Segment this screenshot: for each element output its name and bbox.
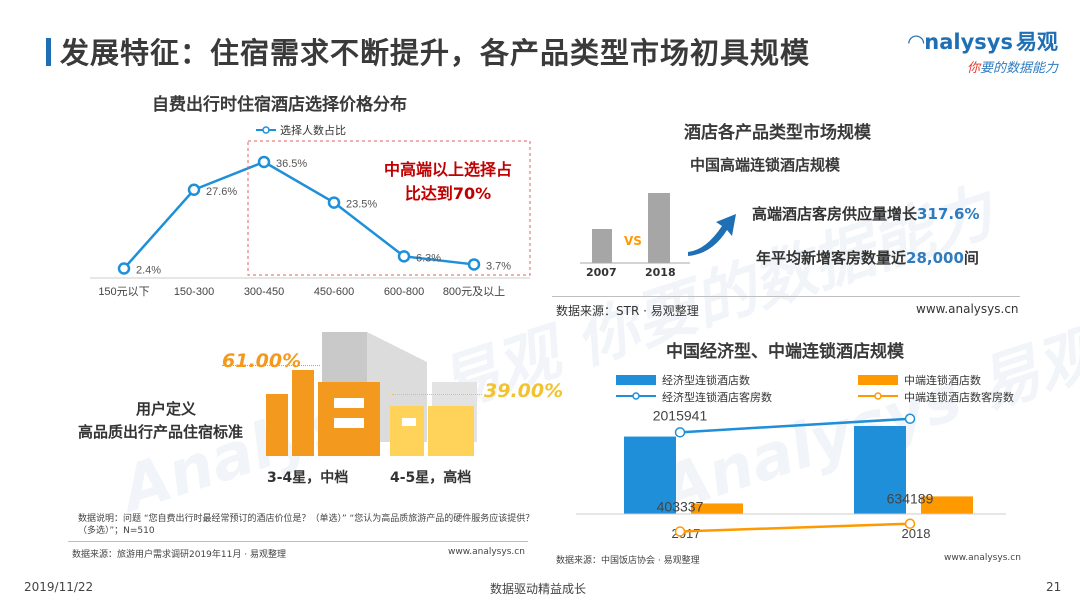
callout-text: 中高端以上选择占比达到70%: [383, 160, 512, 203]
data-label: 6.3%: [416, 252, 441, 264]
stat-new-rooms: 年平均新增客房数量近28,000间: [756, 249, 979, 267]
midscale-rooms-label: 403337: [657, 498, 704, 514]
stat-growth: 高端酒店客房供应量增长317.6%: [752, 205, 980, 223]
logo-slogan: 你要的数据能力: [966, 61, 1058, 76]
legend-label: 中端连锁酒店数客房数: [904, 391, 1014, 404]
x-tick-label: 450-600: [314, 286, 354, 298]
legend-label: 经济型连锁酒店数: [662, 374, 750, 387]
data-point: [187, 183, 201, 196]
highlight-dashed-box: [247, 140, 531, 276]
combo-legend: 经济型连锁酒店数 中端连锁酒店数 经济型连锁酒店客房数 中端连锁酒店数客房数: [556, 370, 1026, 410]
midscale-rooms-label: 634189: [887, 491, 934, 507]
bar-economy: [624, 436, 676, 514]
year-label: 2007: [586, 266, 617, 279]
economy-rooms-line: [679, 417, 911, 434]
source-url: www.analysys.cn: [448, 547, 525, 557]
series-line: [123, 160, 475, 270]
data-point: [327, 196, 341, 209]
midscale-rooms-point: [674, 526, 686, 537]
legend-swatch: [616, 375, 656, 385]
bar-midscale: [921, 496, 973, 514]
compare-bars: [580, 193, 690, 264]
price-line-chart: 选择人数占比 2.4% 27.6% 36.5% 23.5% 6.3% 3.7% 150元以下 1…: [90, 123, 531, 298]
bar-2007: [592, 229, 612, 263]
midscale-rooms-point: [904, 518, 916, 529]
pct-leader-line: [222, 365, 320, 366]
legend-label: 选择人数占比: [280, 123, 346, 137]
footer-slogan: 数据驱动精益成长: [490, 582, 587, 596]
logo: ◠nalysys 易观 你要的数据能力: [908, 26, 1058, 76]
midscale-rooms-line: [679, 522, 911, 533]
year-label: 2018: [645, 266, 676, 279]
data-label: 3.7%: [486, 260, 511, 272]
data-point: [397, 250, 411, 263]
title-accent-bar: [46, 38, 51, 66]
logo-wordmark: ◠nalysys 易观: [908, 30, 1058, 54]
x-tick-label: 600-800: [384, 286, 424, 298]
combo-chart-title: 中国经济型、中端连锁酒店规模: [666, 342, 904, 362]
page-number: 21: [1046, 580, 1062, 594]
building-window: [402, 418, 416, 426]
x-tick-label: 150-300: [174, 286, 214, 298]
economy-rooms-point: [674, 427, 686, 438]
data-point: [467, 258, 481, 271]
legend-label: 经济型连锁酒店客房数: [662, 391, 772, 404]
data-label: 27.6%: [206, 186, 237, 198]
building-illustration: [266, 332, 477, 456]
orange-building: [292, 370, 314, 456]
building-window: [334, 398, 364, 408]
legend-line-swatch: [858, 392, 898, 400]
price-chart-title: 自费出行时住宿酒店选择价格分布: [152, 95, 407, 115]
data-point: [257, 155, 271, 169]
data-label: 23.5%: [346, 199, 377, 211]
economy-rooms-label: 2015941: [653, 410, 708, 423]
source-text: 数据来源：中国饭店协会 · 易观整理: [556, 556, 700, 566]
page-title: 发展特征：住宿需求不断提升，各产品类型市场初具规模: [60, 36, 811, 70]
building-label-left: 3-4星，中档: [267, 470, 349, 486]
divider: [68, 541, 528, 542]
vs-label: VS: [624, 234, 642, 248]
source-url: www.analysys.cn: [944, 553, 1021, 563]
user-definition-label: 用户定义: [136, 400, 197, 418]
building-pct-left: 61.00%: [222, 350, 302, 372]
legend-line-swatch: [616, 392, 656, 400]
survey-note: 数据说明：问题 “您自费出行时最经常预订的酒店价位是？（单选）” “您认为高品质…: [78, 514, 535, 536]
high-end-subtitle: 中国高端连锁酒店规模: [690, 156, 841, 174]
divider: [552, 296, 1020, 297]
footer-date: 2019/11/22: [24, 580, 94, 594]
orange-building: [266, 394, 288, 456]
x-tick-label: 300-450: [244, 286, 284, 298]
economy-rooms-point: [904, 413, 916, 425]
legend-label: 中端连锁酒店数: [904, 374, 981, 387]
bar-economy: [854, 426, 906, 514]
data-label: 36.5%: [276, 158, 307, 170]
yellow-building: [428, 406, 474, 456]
x-tick-label: 150元以下: [98, 286, 149, 298]
source-text: 数据来源：旅游用户需求调研2019年11月 · 易观整理: [72, 550, 286, 560]
bar-midscale: [691, 503, 743, 514]
yellow-building: [390, 406, 424, 456]
building-pct-right: 39.00%: [484, 380, 564, 402]
x-tick-label: 800元及以上: [443, 285, 505, 298]
source-text: 数据来源：STR · 易观整理: [556, 304, 699, 318]
user-definition-label: 高品质出行产品住宿标准: [78, 423, 244, 441]
source-url: www.analysys.cn: [916, 302, 1019, 316]
combo-bar-chart: 2017201820159412419997403337634189: [576, 410, 1006, 541]
growth-arrow-icon: [688, 214, 736, 256]
building-label-right: 4-5星，高档: [390, 470, 472, 486]
legend-marker: [262, 126, 270, 134]
data-point: [117, 262, 131, 275]
legend-swatch: [858, 375, 898, 385]
data-label: 2.4%: [136, 265, 161, 277]
pct-leader-line: [392, 394, 482, 395]
logo-swirl-icon: ◠: [908, 30, 925, 54]
market-size-title: 酒店各产品类型市场规模: [684, 123, 871, 143]
building-window: [334, 418, 364, 428]
bar-2018: [648, 193, 670, 263]
x-tick-label: 2018: [902, 526, 931, 541]
